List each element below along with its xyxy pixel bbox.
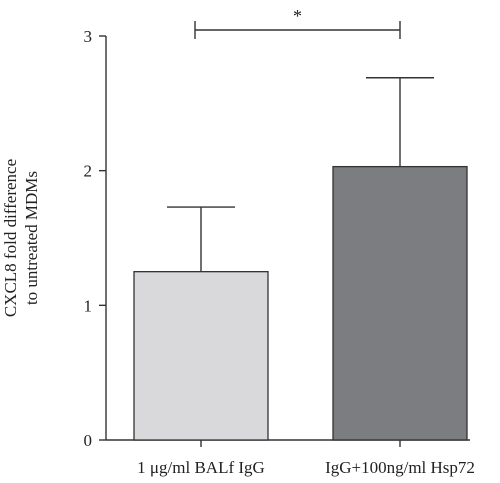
bars [133, 165, 468, 441]
significance-label: * [293, 6, 302, 26]
bar [332, 165, 468, 441]
error-bars [167, 77, 434, 272]
y-tick-label: 1 [84, 296, 93, 315]
x-axis [106, 439, 470, 447]
y-tick-label: 3 [84, 27, 93, 46]
x-tick-label: IgG+100ng/ml Hsp72 [325, 458, 475, 477]
x-tick-label: 1 μg/ml BALf IgG [137, 458, 265, 477]
y-tick-label: 2 [84, 162, 93, 181]
bar [133, 271, 269, 441]
y-axis: 0 1 2 3 [84, 27, 107, 450]
y-axis-title: CXCL8 fold difference to untreated MDMs [1, 159, 41, 317]
significance-bracket: * [194, 6, 401, 39]
y-tick-label: 0 [84, 431, 93, 450]
y-axis-title-line-1: CXCL8 fold difference [1, 159, 20, 317]
category-labels: 1 μg/ml BALf IgG IgG+100ng/ml Hsp72 [137, 458, 475, 477]
y-axis-title-line-2: to untreated MDMs [22, 171, 41, 305]
